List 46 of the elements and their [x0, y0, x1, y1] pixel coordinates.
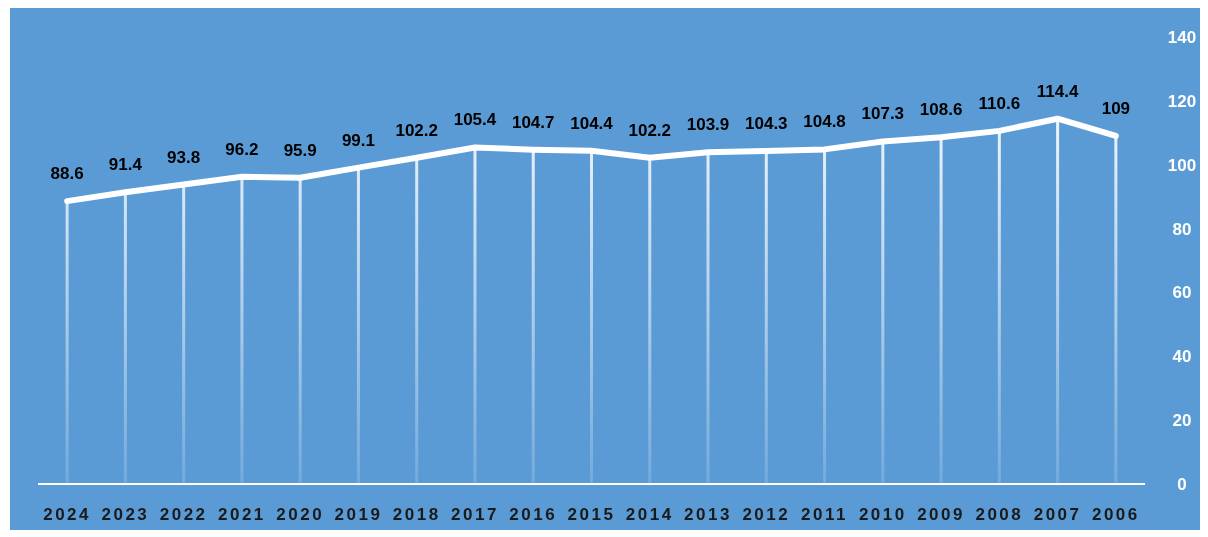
x-tick-label: 2022 [159, 505, 208, 524]
y-tick-label: 80 [1172, 219, 1192, 239]
data-label: 96.2 [225, 139, 259, 159]
data-label: 105.4 [453, 110, 497, 130]
data-label: 114.4 [1036, 81, 1079, 101]
x-tick-label: 2016 [509, 505, 558, 524]
x-tick-label: 2007 [1033, 505, 1082, 524]
data-label: 104.3 [745, 113, 788, 133]
data-label: 104.7 [511, 112, 555, 132]
x-tick-label: 2020 [276, 505, 325, 524]
x-tick-label: 2006 [1091, 505, 1140, 524]
y-tick-label: 60 [1172, 283, 1192, 303]
y-tick-label: 20 [1172, 411, 1192, 431]
x-tick-label: 2023 [101, 505, 150, 524]
x-tick-label: 2011 [801, 505, 848, 524]
x-tick-label: 2014 [625, 505, 674, 524]
data-label: 95.9 [283, 140, 317, 160]
x-tick-label: 2021 [218, 505, 266, 524]
x-tick-label: 2010 [858, 505, 907, 524]
x-tick-label: 2024 [43, 505, 92, 524]
data-label: 91.4 [108, 155, 143, 175]
data-label: 104.4 [570, 113, 614, 133]
x-tick-label: 2009 [917, 505, 965, 524]
data-label: 110.6 [978, 93, 1021, 113]
data-label: 104.8 [803, 112, 846, 132]
y-tick-label: 0 [1177, 474, 1187, 494]
data-label: 103.9 [686, 115, 730, 135]
data-label: 102.2 [628, 120, 672, 140]
y-tick-label: 100 [1167, 155, 1197, 175]
x-tick-label: 2008 [975, 505, 1024, 524]
x-tick-label: 2017 [451, 505, 499, 524]
data-label: 88.6 [50, 164, 84, 184]
x-tick-label: 2012 [742, 505, 791, 524]
data-label: 102.2 [395, 120, 438, 140]
data-label: 93.8 [167, 147, 201, 167]
data-label: 108.6 [919, 100, 963, 120]
data-label: 99.1 [341, 130, 375, 150]
x-tick-label: 2018 [392, 505, 441, 524]
x-tick-label: 2013 [684, 505, 732, 524]
data-label: 107.3 [861, 104, 905, 124]
y-tick-label: 120 [1167, 91, 1197, 111]
data-label: 109 [1101, 98, 1131, 118]
x-tick-label: 2015 [567, 505, 616, 524]
x-tick-label: 2019 [334, 505, 383, 524]
y-tick-label: 40 [1172, 347, 1192, 367]
y-tick-label: 140 [1167, 27, 1197, 47]
